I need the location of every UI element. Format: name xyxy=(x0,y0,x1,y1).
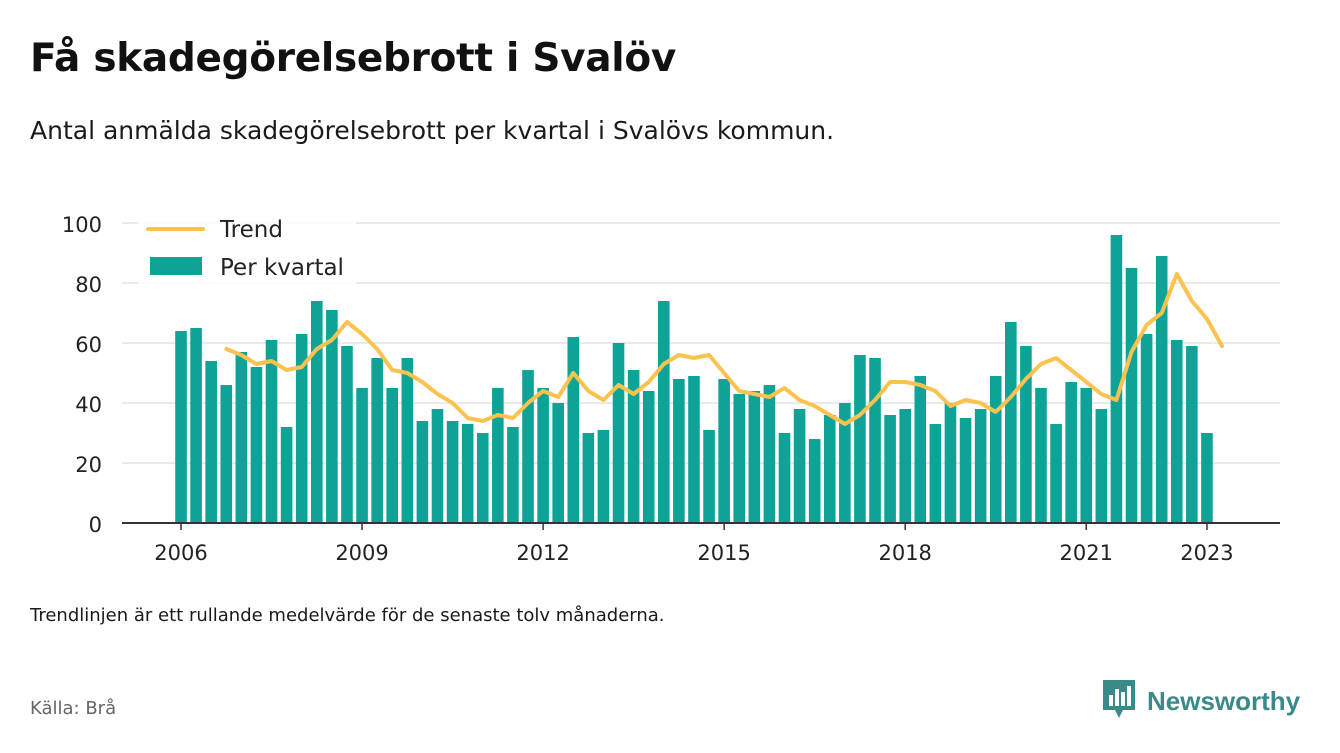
bar-chart: 0 20 40 60 80 100 2006 2009 2012 2015 2018 2021 2023… xyxy=(62,207,1280,565)
bar xyxy=(431,409,444,523)
y-tick-label: 20 xyxy=(75,453,102,477)
x-tick-label: 2015 xyxy=(697,541,750,565)
bar xyxy=(220,385,233,523)
bar xyxy=(567,337,580,523)
chart-title: Få skadegörelsebrott i Svalöv xyxy=(30,36,676,81)
trend-line xyxy=(224,272,1224,426)
bar xyxy=(703,430,715,523)
bar xyxy=(748,391,761,523)
bar xyxy=(718,379,730,523)
bar xyxy=(1155,256,1168,523)
bars xyxy=(175,235,1213,523)
y-tick-label: 40 xyxy=(75,393,102,417)
bar xyxy=(763,385,776,523)
bar xyxy=(295,334,308,523)
bar xyxy=(552,403,564,523)
bar xyxy=(250,367,263,523)
source-credit: Källa: Brå xyxy=(30,698,117,719)
bar xyxy=(326,310,338,523)
x-tick-label: 2012 xyxy=(516,541,569,565)
bar xyxy=(884,415,896,523)
bar xyxy=(371,358,383,523)
bar xyxy=(733,394,746,523)
bar xyxy=(280,427,293,523)
bar xyxy=(823,415,836,523)
bar xyxy=(627,370,640,523)
bar xyxy=(778,433,791,523)
bar xyxy=(658,301,670,523)
bar xyxy=(944,403,957,523)
bar xyxy=(1140,334,1153,523)
legend-label-per-kvartal: Per kvartal xyxy=(220,255,344,281)
bar xyxy=(899,409,911,523)
bar xyxy=(974,409,987,523)
bar xyxy=(476,433,489,523)
bar xyxy=(537,388,549,523)
bar xyxy=(1005,322,1017,523)
bar xyxy=(1065,382,1077,523)
bar xyxy=(235,352,248,523)
footnote: Trendlinjen är ett rullande medelvärde f… xyxy=(30,605,665,626)
bar xyxy=(597,430,610,523)
bar xyxy=(265,340,278,523)
bar xyxy=(341,346,353,523)
bar xyxy=(205,361,217,523)
bar xyxy=(446,421,459,523)
bar xyxy=(869,358,881,523)
legend: Trend Per kvartal xyxy=(138,207,356,287)
bar xyxy=(386,388,399,523)
chart-subtitle: Antal anmälda skadegörelsebrott per kvar… xyxy=(30,116,835,145)
y-tick-label: 60 xyxy=(75,333,102,357)
x-tick-label: 2009 xyxy=(335,541,388,565)
bar xyxy=(1080,388,1093,523)
bar xyxy=(854,355,866,523)
bar xyxy=(929,424,942,523)
bar xyxy=(582,433,595,523)
bar xyxy=(1170,340,1183,523)
bar xyxy=(310,301,323,523)
bar xyxy=(1110,235,1123,523)
bar xyxy=(401,358,414,523)
trend-line-group xyxy=(224,272,1224,426)
legend-swatch-per-kvartal xyxy=(150,257,202,275)
bar xyxy=(522,370,534,523)
bar xyxy=(190,328,202,523)
bar xyxy=(461,424,474,523)
x-tick-label: 2018 xyxy=(878,541,931,565)
x-tick-label: 2006 xyxy=(154,541,207,565)
bar xyxy=(175,331,187,523)
bar xyxy=(793,409,806,523)
y-tick-label: 100 xyxy=(62,213,102,237)
newsworthy-chart-icon xyxy=(1101,678,1137,724)
x-tick-label: 2021 xyxy=(1060,541,1113,565)
bar xyxy=(507,427,519,523)
bar xyxy=(612,343,625,523)
x-tick-label: 2023 xyxy=(1180,541,1233,565)
bar xyxy=(688,376,700,523)
bar xyxy=(1201,433,1213,523)
bar xyxy=(808,439,821,523)
brand-name: Newsworthy xyxy=(1147,685,1301,716)
bar xyxy=(356,388,368,523)
bar xyxy=(1095,409,1108,523)
bar xyxy=(959,418,972,523)
bar xyxy=(1125,268,1138,523)
bar xyxy=(1020,346,1032,523)
bar xyxy=(839,403,851,523)
bar xyxy=(642,391,655,523)
bar xyxy=(1186,346,1198,523)
y-tick-label: 80 xyxy=(75,273,102,297)
y-tick-label: 0 xyxy=(89,513,102,537)
bar xyxy=(416,421,429,523)
bar xyxy=(673,379,685,523)
bar xyxy=(1050,424,1062,523)
legend-label-trend: Trend xyxy=(219,217,283,243)
axes: 0 20 40 60 80 100 2006 2009 2012 2015 2018 2021 2023 xyxy=(62,213,1280,565)
brand-logo: Newsworthy xyxy=(1101,680,1300,722)
bar xyxy=(914,376,927,523)
bar xyxy=(989,376,1002,523)
bar xyxy=(1035,388,1047,523)
bar xyxy=(492,388,504,523)
